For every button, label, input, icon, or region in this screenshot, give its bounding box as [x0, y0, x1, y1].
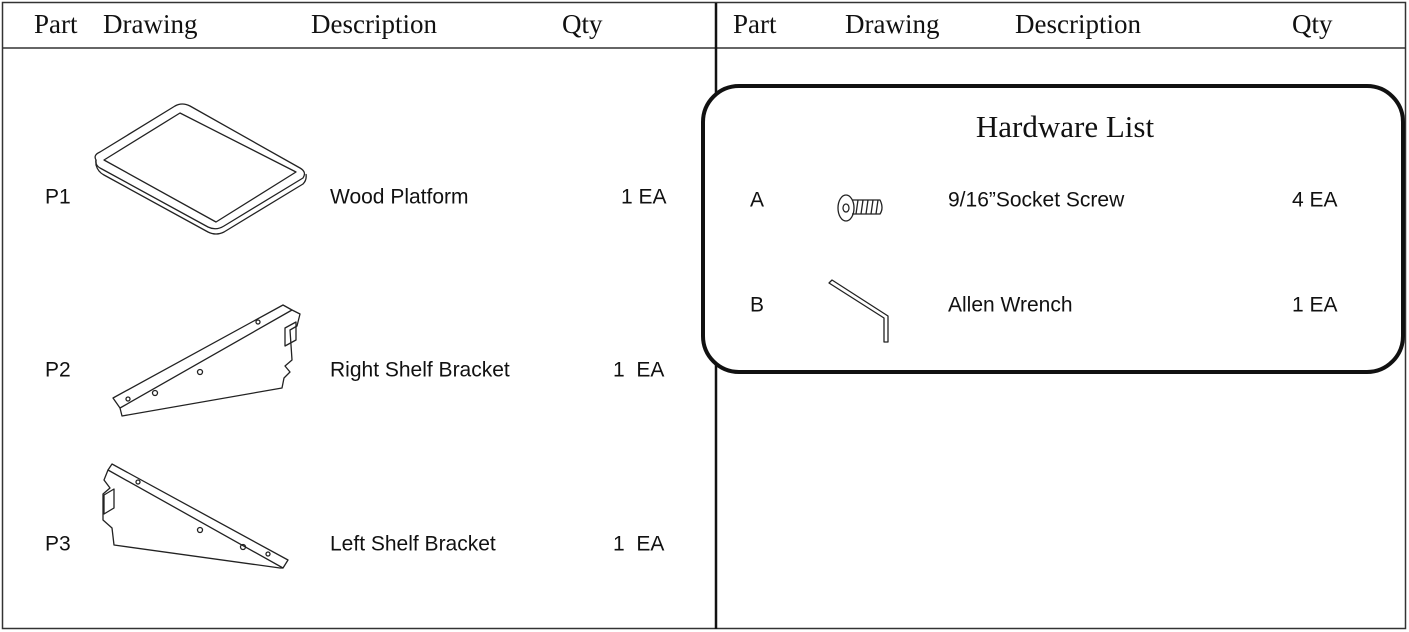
part-id: P1: [45, 186, 71, 209]
part-qty: 1 EA: [613, 533, 664, 556]
hardware-description: 9/16”Socket Screw: [948, 189, 1125, 212]
left-bracket-drawing: [102, 463, 289, 569]
hardware-description: Allen Wrench: [948, 294, 1073, 317]
part-id: P3: [45, 533, 71, 556]
part-qty: 1 EA: [621, 186, 667, 209]
hardware-qty: 1 EA: [1292, 294, 1338, 317]
platform-drawing: [94, 103, 307, 235]
header-cell: Drawing: [845, 9, 939, 39]
right-bracket-drawing: [112, 304, 301, 417]
hardware-title: Hardware List: [976, 109, 1155, 144]
part-id: P2: [45, 359, 71, 382]
header-cell: Drawing: [103, 9, 197, 39]
part-qty: 1 EA: [613, 359, 664, 382]
header-cell: Description: [311, 9, 437, 39]
hardware-id: B: [750, 294, 764, 317]
header-cell: Part: [34, 9, 78, 39]
hardware-id: A: [750, 189, 764, 212]
header-cell: Qty: [1292, 9, 1333, 39]
header-cell: Part: [733, 9, 777, 39]
hardware-box: [701, 84, 1405, 374]
allen-wrench-drawing: [828, 279, 889, 343]
header-cell: Description: [1015, 9, 1141, 39]
screw-drawing: [837, 194, 883, 222]
hardware-qty: 4 EA: [1292, 189, 1338, 212]
part-description: Right Shelf Bracket: [330, 359, 510, 382]
part-description: Left Shelf Bracket: [330, 533, 496, 556]
part-description: Wood Platform: [330, 186, 469, 209]
header-cell: Qty: [562, 9, 603, 39]
